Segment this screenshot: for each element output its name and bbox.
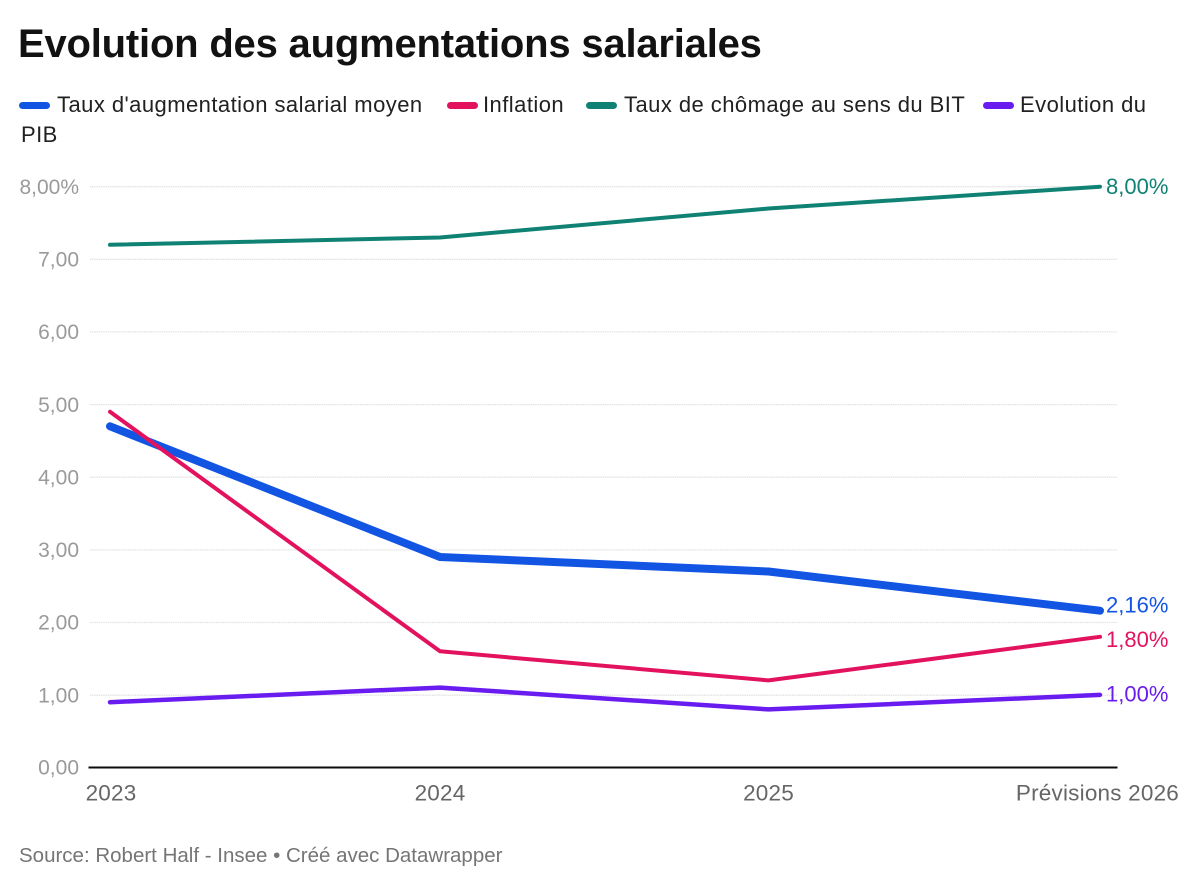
svg-text:Prévisions 2026: Prévisions 2026 — [1016, 781, 1179, 806]
svg-text:6,00: 6,00 — [38, 321, 79, 344]
svg-text:8,00%: 8,00% — [1106, 174, 1168, 199]
svg-text:2,16%: 2,16% — [1106, 593, 1168, 618]
svg-text:0,00: 0,00 — [38, 757, 79, 780]
svg-text:8,00%: 8,00% — [19, 176, 79, 199]
svg-text:2023: 2023 — [86, 781, 137, 806]
svg-text:1,80%: 1,80% — [1106, 627, 1168, 652]
svg-text:1,00: 1,00 — [38, 684, 79, 707]
svg-text:2024: 2024 — [415, 781, 466, 806]
svg-text:2,00: 2,00 — [38, 612, 79, 635]
svg-text:5,00: 5,00 — [38, 394, 79, 417]
svg-text:2025: 2025 — [743, 781, 794, 806]
svg-text:7,00: 7,00 — [38, 249, 79, 272]
svg-text:4,00: 4,00 — [38, 466, 79, 489]
svg-text:1,00%: 1,00% — [1106, 682, 1168, 707]
svg-text:3,00: 3,00 — [38, 539, 79, 562]
